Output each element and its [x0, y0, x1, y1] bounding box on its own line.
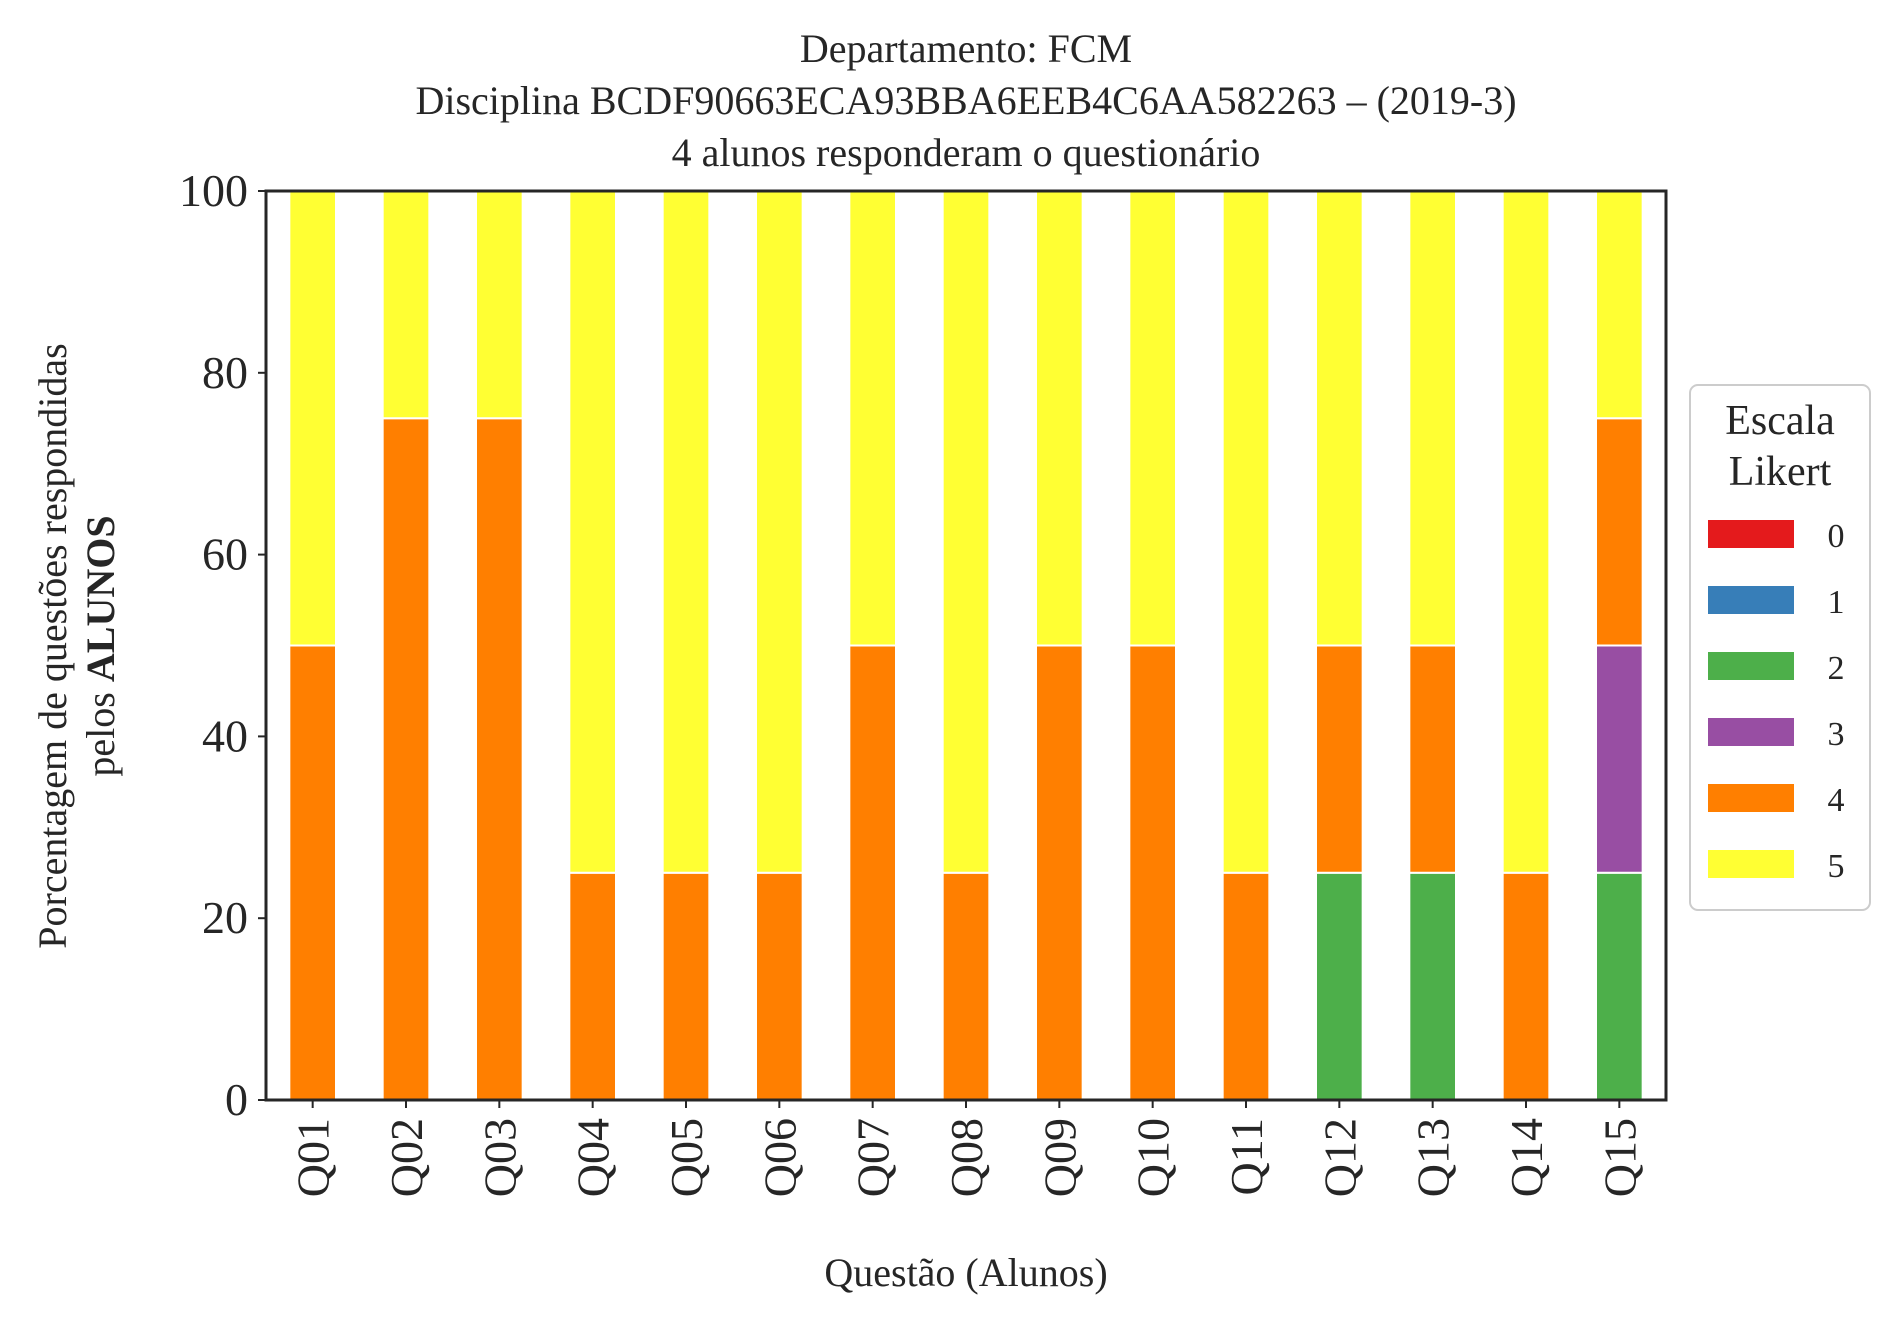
y-tick-label-0: 0 — [225, 1074, 248, 1125]
bar-Q08-likert-5 — [941, 190, 991, 874]
x-tick-label-Q13: Q13 — [1408, 1118, 1459, 1197]
legend-swatch-5 — [1708, 850, 1794, 878]
y-tick-label-20: 20 — [202, 892, 248, 943]
bar-Q03-likert-5 — [475, 190, 524, 420]
title-line-1: Departamento: FCM — [800, 26, 1132, 71]
bar-Q02-likert-4 — [381, 417, 431, 1101]
legend-frame — [1689, 384, 1871, 911]
bar-Q05-likert-4 — [661, 871, 711, 1101]
bar-Q15-likert-5 — [1595, 190, 1644, 420]
y-axis-label-prefix: pelos — [78, 682, 123, 776]
bar-Q07-likert-4 — [848, 644, 897, 1101]
bar-Q09-likert-4 — [1035, 644, 1084, 1101]
bar-Q06-likert-5 — [755, 190, 804, 874]
bar-Q12-likert-4 — [1315, 644, 1364, 874]
legend-label-2: 2 — [1828, 650, 1845, 687]
legend-title-line-2: Likert — [1729, 449, 1832, 495]
bar-Q13-likert-5 — [1408, 190, 1458, 647]
bar-Q05-likert-5 — [661, 190, 711, 874]
x-tick-label-Q03: Q03 — [474, 1118, 525, 1197]
legend-label-4: 4 — [1828, 782, 1845, 819]
bar-Q09-likert-5 — [1035, 190, 1084, 647]
chart-title: Departamento: FCM Disciplina BCDF90663EC… — [415, 26, 1516, 175]
x-tick-label-Q07: Q07 — [848, 1118, 899, 1197]
y-tick-label-40: 40 — [202, 710, 248, 761]
y-axis-label-line-1: Porcentagem de questões respondidas — [30, 343, 75, 948]
x-tick-label-Q15: Q15 — [1594, 1118, 1645, 1197]
bar-Q06-likert-4 — [755, 871, 804, 1101]
y-axis-label-bold: ALUNOS — [78, 515, 123, 682]
title-line-2: Disciplina BCDF90663ECA93BBA6EEB4C6AA582… — [415, 78, 1516, 123]
bar-Q14-likert-4 — [1501, 871, 1551, 1101]
x-tick-label-Q04: Q04 — [568, 1118, 619, 1197]
bar-Q14-likert-5 — [1501, 190, 1551, 874]
x-tick-label-Q08: Q08 — [941, 1118, 992, 1197]
bar-Q12-likert-2 — [1315, 871, 1364, 1101]
x-tick-label-Q12: Q12 — [1314, 1118, 1365, 1197]
bar-Q04-likert-4 — [568, 871, 617, 1101]
x-tick-label-Q01: Q01 — [288, 1118, 339, 1197]
x-axis-label: Questão (Alunos) — [824, 1250, 1107, 1295]
bar-Q03-likert-4 — [475, 417, 524, 1101]
legend-swatch-3 — [1708, 718, 1794, 746]
x-tick-label-Q11: Q11 — [1221, 1118, 1272, 1196]
title-line-3: 4 alunos responderam o questionário — [672, 130, 1261, 175]
bar-Q01-likert-4 — [288, 644, 338, 1101]
bar-Q04-likert-5 — [568, 190, 617, 874]
bar-Q13-likert-4 — [1408, 644, 1458, 874]
bars-layer — [288, 190, 1644, 1101]
x-tick-label-Q06: Q06 — [754, 1118, 805, 1197]
bar-Q07-likert-5 — [848, 190, 897, 647]
legend-swatch-2 — [1708, 652, 1794, 680]
bar-Q12-likert-5 — [1315, 190, 1364, 647]
legend: Escala Likert 0 1 2 3 4 5 — [1689, 384, 1871, 911]
bar-Q15-likert-2 — [1595, 871, 1644, 1101]
y-axis-label-line-2: pelos ALUNOS — [78, 515, 123, 776]
y-tick-label-100: 100 — [179, 165, 248, 216]
y-tick-label-80: 80 — [202, 347, 248, 398]
legend-label-5: 5 — [1828, 848, 1845, 885]
bar-Q10-likert-4 — [1128, 644, 1178, 1101]
x-tick-label-Q05: Q05 — [661, 1118, 712, 1197]
legend-items: 0 1 2 3 4 5 — [1708, 518, 1845, 885]
bar-Q02-likert-5 — [381, 190, 431, 420]
x-tick-label-Q14: Q14 — [1501, 1118, 1552, 1197]
x-axis-ticks: Q01 Q02 Q03 Q04 Q05 Q06 Q07 Q08 Q09 Q10 Q11 Q12 Q13 Q… — [288, 1100, 1645, 1197]
bar-Q08-likert-4 — [941, 871, 991, 1101]
legend-swatch-4 — [1708, 784, 1794, 812]
y-axis-ticks: 0 20 40 60 80 100 — [179, 165, 266, 1125]
legend-swatch-1 — [1708, 586, 1794, 614]
bar-Q15-likert-3 — [1595, 644, 1644, 874]
bar-Q01-likert-5 — [288, 190, 338, 647]
legend-label-1: 1 — [1828, 584, 1845, 621]
x-tick-label-Q09: Q09 — [1034, 1118, 1085, 1197]
bar-Q15-likert-4 — [1595, 417, 1644, 647]
bar-Q13-likert-2 — [1408, 871, 1458, 1101]
y-tick-label-60: 60 — [202, 529, 248, 580]
x-tick-label-Q02: Q02 — [381, 1118, 432, 1197]
legend-label-0: 0 — [1828, 518, 1845, 555]
legend-swatch-0 — [1708, 520, 1794, 548]
x-tick-label-Q10: Q10 — [1128, 1118, 1179, 1197]
legend-label-3: 3 — [1828, 716, 1845, 753]
bar-Q11-likert-5 — [1221, 190, 1271, 874]
bar-Q10-likert-5 — [1128, 190, 1178, 647]
bar-Q11-likert-4 — [1221, 871, 1271, 1101]
y-axis-label: Porcentagem de questões respondidas pelo… — [30, 343, 123, 948]
legend-title-line-1: Escala — [1725, 398, 1835, 444]
